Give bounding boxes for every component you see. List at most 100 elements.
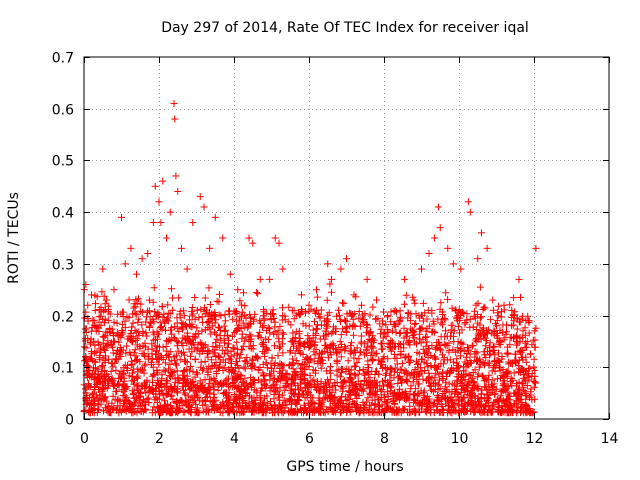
data-point [211,213,219,221]
data-point [172,172,180,180]
data-point [189,218,197,226]
data-point [99,265,107,273]
data-point [275,239,283,247]
data-point [121,260,129,268]
data-point [219,234,227,242]
y-axis-label: ROTI / TECUs [6,192,22,284]
data-points [82,100,540,325]
data-point [305,301,313,309]
data-point [363,275,371,283]
data-point [144,250,152,258]
data-point [483,244,491,252]
data-point [88,291,95,299]
data-point [328,275,335,283]
data-point [82,281,90,289]
data-point [290,306,298,314]
data-point [358,301,365,309]
data-point [509,312,517,320]
data-point [464,198,472,206]
x-tick-label: 14 [601,431,619,447]
data-point [391,306,399,314]
x-tick-label: 6 [305,431,314,447]
data-point [245,234,253,242]
data-point [532,244,540,252]
data-point [457,265,465,273]
data-point [256,275,264,283]
x-tick-label: 8 [380,431,389,447]
data-point [515,275,523,283]
data-point [155,198,163,206]
data-point [478,229,485,237]
y-tick-label: 0 [65,413,74,429]
chart-title: Day 297 of 2014, Rate Of TEC Index for r… [161,20,529,36]
data-point [170,100,178,108]
plot-frame [83,56,610,420]
y-tick-label: 0.6 [52,103,74,119]
dense-points [80,280,540,417]
data-point [271,234,279,242]
data-point [324,260,332,268]
data-point [183,265,191,273]
data-point [444,244,452,252]
data-point [279,265,287,273]
data-point [234,286,242,294]
data-point [500,301,508,309]
data-point [166,208,174,216]
data-point [425,250,433,258]
y-tick-label: 0.1 [52,361,74,377]
data-point [151,182,159,190]
y-tick-label: 0.4 [52,206,74,222]
data-point [206,244,214,252]
data-point [174,187,182,195]
data-point [298,291,305,299]
data-point [489,296,497,304]
data-point [266,275,274,283]
grid-lines [84,57,609,419]
data-point [163,234,170,242]
axis-ticks: 0 2 4 6 8 10 12 14 0 0.1 0.2 0.3 0.4 0.5 0.6 0.7 [52,51,619,448]
data-point [418,265,425,273]
data-point [350,291,358,299]
data-cloud [80,280,540,417]
data-point [200,203,208,211]
data-point [524,317,532,325]
data-point [226,270,234,278]
x-tick-label: 12 [526,431,544,447]
data-point [110,286,118,294]
data-point [401,275,409,283]
data-point [449,260,457,268]
data-point [196,193,204,201]
data-point [343,255,350,263]
data-point [84,301,92,309]
data-point [410,296,418,304]
x-axis-label: GPS time / hours [286,459,403,475]
data-point [436,224,444,232]
data-point [431,234,439,242]
data-point [178,244,185,252]
data-point [157,218,165,226]
x-tick-label: 10 [451,431,469,447]
data-point [91,306,99,314]
data-point [133,270,140,278]
data-point [313,286,320,294]
data-point [127,244,135,252]
y-tick-label: 0.2 [52,310,74,326]
data-point [249,239,257,247]
y-tick-label: 0.7 [52,51,74,67]
data-point [337,265,345,273]
data-point [159,177,167,185]
x-tick-label: 2 [155,431,164,447]
data-point [384,312,392,320]
x-tick-label: 0 [80,431,89,447]
data-point [373,296,380,304]
y-tick-label: 0.5 [52,154,74,170]
data-point [171,115,179,123]
data-point [103,296,110,304]
data-point [118,213,125,221]
x-tick-label: 4 [230,431,239,447]
data-point [434,203,442,211]
data-point [138,255,146,263]
data-point [466,208,474,216]
data-point [474,255,482,263]
